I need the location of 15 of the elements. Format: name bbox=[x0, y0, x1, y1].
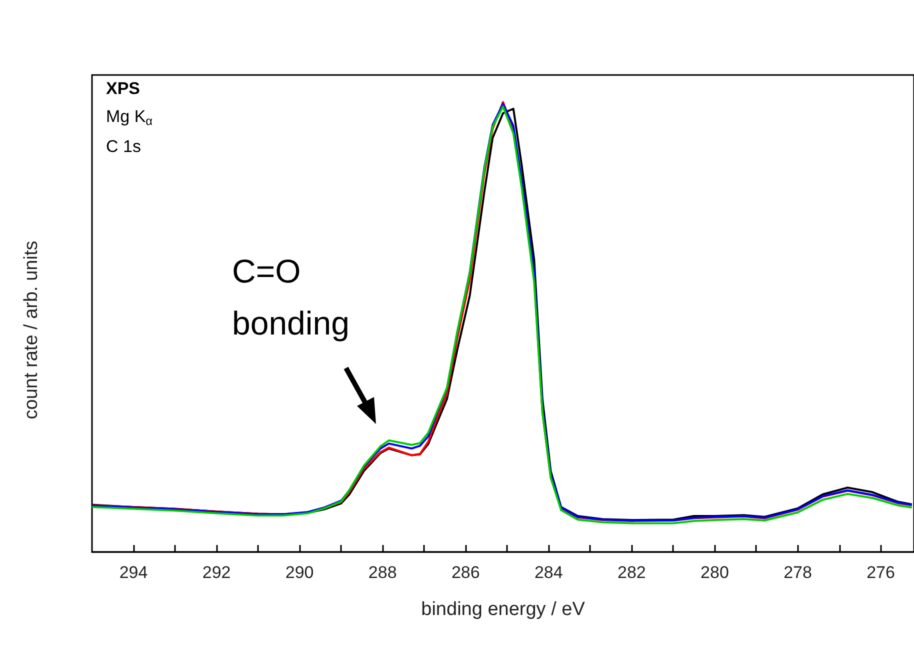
y-axis-title: count rate / arb. units bbox=[21, 240, 42, 420]
annotation: C 1s bbox=[106, 137, 141, 156]
x-axis-title: binding energy / eV bbox=[421, 599, 586, 620]
x-tick-label: 276 bbox=[866, 563, 895, 582]
annotation: C=O bonding bbox=[232, 252, 350, 342]
x-tick-label: 294 bbox=[119, 563, 148, 582]
x-tick-label: 284 bbox=[534, 563, 563, 582]
x-tick-label: 292 bbox=[202, 563, 231, 582]
x-tick-label: 280 bbox=[700, 563, 729, 582]
x-tick-label: 286 bbox=[451, 563, 480, 582]
x-tick-label: 290 bbox=[285, 563, 314, 582]
text: XPS bbox=[106, 79, 140, 98]
x-tick-label: 288 bbox=[368, 563, 397, 582]
x-tick-label: 282 bbox=[618, 563, 646, 582]
x-tick-label: 278 bbox=[784, 563, 812, 582]
